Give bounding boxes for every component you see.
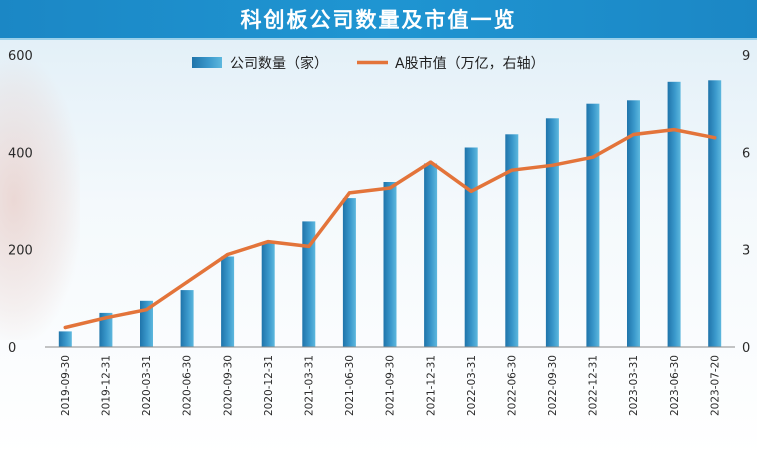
line-series-market-cap [63, 127, 717, 330]
line-point [185, 280, 189, 284]
line-point [144, 308, 149, 312]
bar [464, 147, 478, 347]
legend: 公司数量（家） A股市值（万亿，右轴） [192, 55, 545, 72]
background-decoration [0, 60, 80, 340]
bar [58, 331, 72, 347]
line-point [550, 163, 555, 167]
line-point [307, 244, 311, 248]
legend-line-label: A股市值（万亿，右轴） [395, 55, 545, 72]
x-tick-label: 2021-09-30 [385, 355, 397, 416]
bar [505, 134, 519, 347]
bar [667, 81, 681, 348]
title-bar: 科创板公司数量及市值一览 [0, 0, 757, 40]
y-axis-right: 0 3 6 9 [742, 49, 750, 356]
x-tick-label: 2022-09-30 [547, 355, 559, 416]
bar [342, 198, 356, 347]
line-point [713, 136, 717, 140]
x-tick-label: 2023-07-20 [709, 355, 721, 416]
line-point [591, 155, 595, 159]
bar [586, 103, 600, 347]
bar [180, 290, 194, 347]
x-tick-label: 2019-09-30 [60, 355, 72, 416]
x-tick-label: 2020-03-31 [141, 355, 153, 416]
x-tick-label: 2019-12-31 [101, 355, 113, 416]
bar [545, 118, 559, 347]
x-tick-label: 2023-03-31 [628, 355, 640, 416]
x-tick-label: 2022-06-30 [506, 355, 518, 416]
bar [99, 312, 113, 347]
line-point [469, 189, 473, 193]
bar [627, 100, 640, 347]
y-left-tick-label: 200 [8, 244, 33, 259]
x-tick-label: 2020-09-30 [222, 355, 234, 416]
x-tick-label: 2020-06-30 [182, 355, 194, 416]
y-left-tick-label: 0 [8, 341, 16, 356]
x-tick-label: 2022-03-31 [466, 355, 478, 416]
bar [261, 242, 275, 347]
x-axis: 2019-09-30 2019-12-31 2020-03-31 2020-06-30… [45, 346, 735, 416]
line-point [347, 191, 351, 195]
chart-title: 科创板公司数量及市值一览 [240, 8, 517, 32]
y-axis-left: 0 200 400 600 [8, 49, 33, 356]
bar [708, 80, 722, 348]
y-right-tick-label: 3 [742, 244, 750, 259]
line-point [388, 186, 392, 190]
y-left-tick-label: 400 [8, 146, 33, 161]
bar [424, 163, 438, 347]
x-tick-label: 2021-03-31 [303, 355, 315, 416]
x-tick-label: 2020-12-31 [263, 355, 275, 416]
bar [383, 182, 397, 347]
line-point [104, 316, 108, 320]
x-tick-label: 2021-12-31 [425, 355, 437, 416]
line-point [226, 252, 230, 257]
bar [140, 300, 153, 347]
x-tick-label: 2023-06-30 [669, 355, 681, 416]
line-point [631, 132, 636, 137]
y-right-tick-label: 9 [742, 49, 750, 64]
legend-bar-swatch [192, 57, 222, 68]
legend-bar-label: 公司数量（家） [230, 55, 328, 72]
y-left-tick-label: 600 [8, 49, 33, 64]
line-point [63, 325, 67, 330]
line-point [510, 168, 514, 172]
line-point [266, 240, 270, 244]
bar [302, 221, 316, 347]
x-tick-label: 2021-06-30 [344, 355, 356, 416]
x-tick-label: 2022-12-31 [588, 355, 600, 416]
line-point [429, 160, 433, 164]
bar [221, 256, 235, 347]
y-right-tick-label: 0 [742, 341, 750, 356]
line-point [672, 128, 676, 132]
y-right-tick-label: 6 [742, 146, 750, 161]
bar-series-company-count [58, 80, 722, 348]
